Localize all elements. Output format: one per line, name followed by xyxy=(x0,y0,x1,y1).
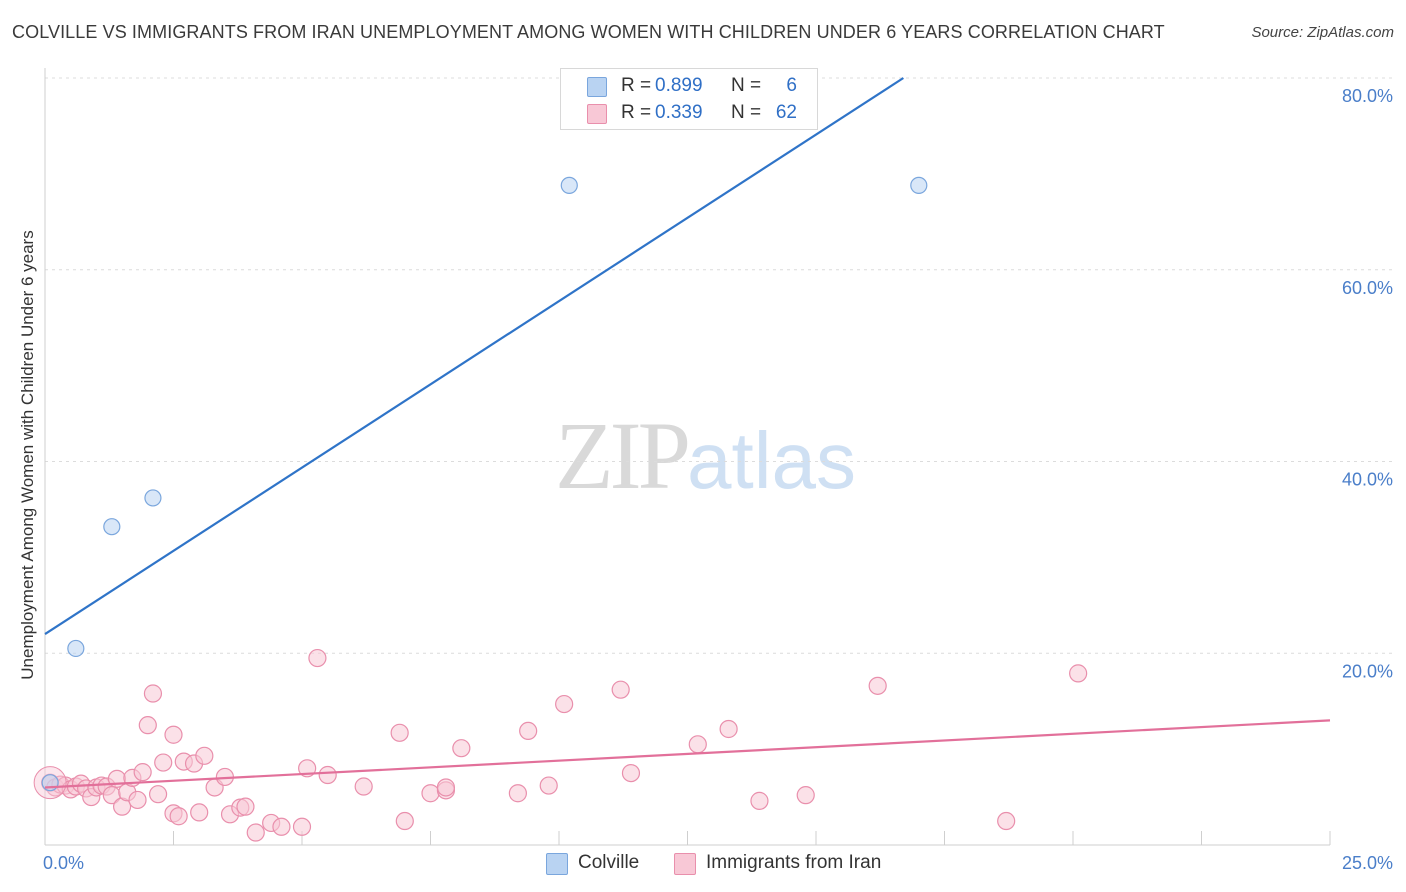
y-tick-label: 40.0% xyxy=(1342,470,1393,490)
bottom-legend-label: Colville xyxy=(578,852,640,873)
legend-n-value: 62 xyxy=(775,102,797,123)
data-point xyxy=(292,817,312,836)
data-point xyxy=(164,725,183,744)
data-point xyxy=(390,723,409,742)
data-point xyxy=(133,763,152,782)
legend-r-label: R = xyxy=(621,102,652,123)
trend-lines xyxy=(44,77,1331,789)
data-point xyxy=(195,746,214,765)
data-point xyxy=(508,784,527,803)
data-point xyxy=(750,791,769,810)
data-point xyxy=(421,784,440,803)
data-point xyxy=(246,823,265,842)
y-tick-label: 80.0% xyxy=(1342,86,1393,106)
legend-n-label: N = xyxy=(731,75,762,96)
iran-points xyxy=(33,648,1088,842)
watermark-atlas: atlas xyxy=(687,416,856,505)
bottom-legend-swatch-iran xyxy=(674,853,696,875)
data-point xyxy=(128,790,147,810)
data-point xyxy=(868,676,887,695)
legend-swatch-iran xyxy=(587,104,607,124)
watermark-zip: ZIP xyxy=(555,402,691,509)
data-point xyxy=(190,803,209,822)
legend-swatch-colville xyxy=(587,77,607,97)
data-point xyxy=(796,786,815,805)
data-point xyxy=(144,489,162,507)
axes xyxy=(44,68,1331,846)
legend-n-label: N = xyxy=(731,102,762,123)
bottom-legend-swatch-colville xyxy=(546,853,568,875)
data-point xyxy=(148,785,168,804)
correlation-legend: R = 0.899 N = 6 R = 0.339 N = 62 xyxy=(560,68,818,130)
data-point xyxy=(318,765,337,785)
bottom-legend-label: Immigrants from Iran xyxy=(706,852,882,873)
data-point xyxy=(395,811,414,831)
data-point xyxy=(519,721,538,741)
data-point xyxy=(103,518,121,536)
x-tick-label: 0.0% xyxy=(43,853,84,873)
source-label: Source: ZipAtlas.com xyxy=(1251,24,1394,41)
data-point xyxy=(1069,664,1088,683)
legend-r-value: 0.339 xyxy=(655,102,703,123)
data-point xyxy=(910,176,928,194)
data-point xyxy=(719,719,738,739)
legend-n-value: 6 xyxy=(786,75,797,96)
data-point xyxy=(138,716,157,735)
colville-trend-line xyxy=(44,77,904,635)
data-point xyxy=(143,684,163,703)
y-tick-label: 20.0% xyxy=(1342,661,1393,681)
y-tick-label: 60.0% xyxy=(1342,278,1393,298)
data-point xyxy=(272,817,291,836)
data-point xyxy=(169,807,188,826)
iran-trend-line xyxy=(44,719,1331,789)
watermark: ZIPatlas xyxy=(555,400,856,511)
data-point xyxy=(67,639,85,658)
data-point xyxy=(436,778,456,797)
legend-r-value: 0.899 xyxy=(655,75,703,96)
data-point xyxy=(539,776,558,795)
grid-lines xyxy=(45,77,1392,654)
data-point xyxy=(611,680,630,699)
data-point xyxy=(452,739,471,758)
legend-r-label: R = xyxy=(621,75,652,96)
data-point xyxy=(555,694,574,714)
data-point xyxy=(154,753,173,772)
data-point xyxy=(560,176,578,194)
data-point xyxy=(308,648,327,668)
data-point xyxy=(997,811,1016,831)
data-point xyxy=(688,735,707,754)
x-tick-label: 25.0% xyxy=(1342,853,1393,873)
chart-title: COLVILLE VS IMMIGRANTS FROM IRAN UNEMPLO… xyxy=(12,22,1165,42)
data-point xyxy=(621,763,641,783)
data-point xyxy=(354,777,373,796)
data-point xyxy=(236,797,255,816)
tick-labels: 20.0% 40.0% 60.0% 80.0% 0.0% 25.0% xyxy=(43,86,1393,873)
